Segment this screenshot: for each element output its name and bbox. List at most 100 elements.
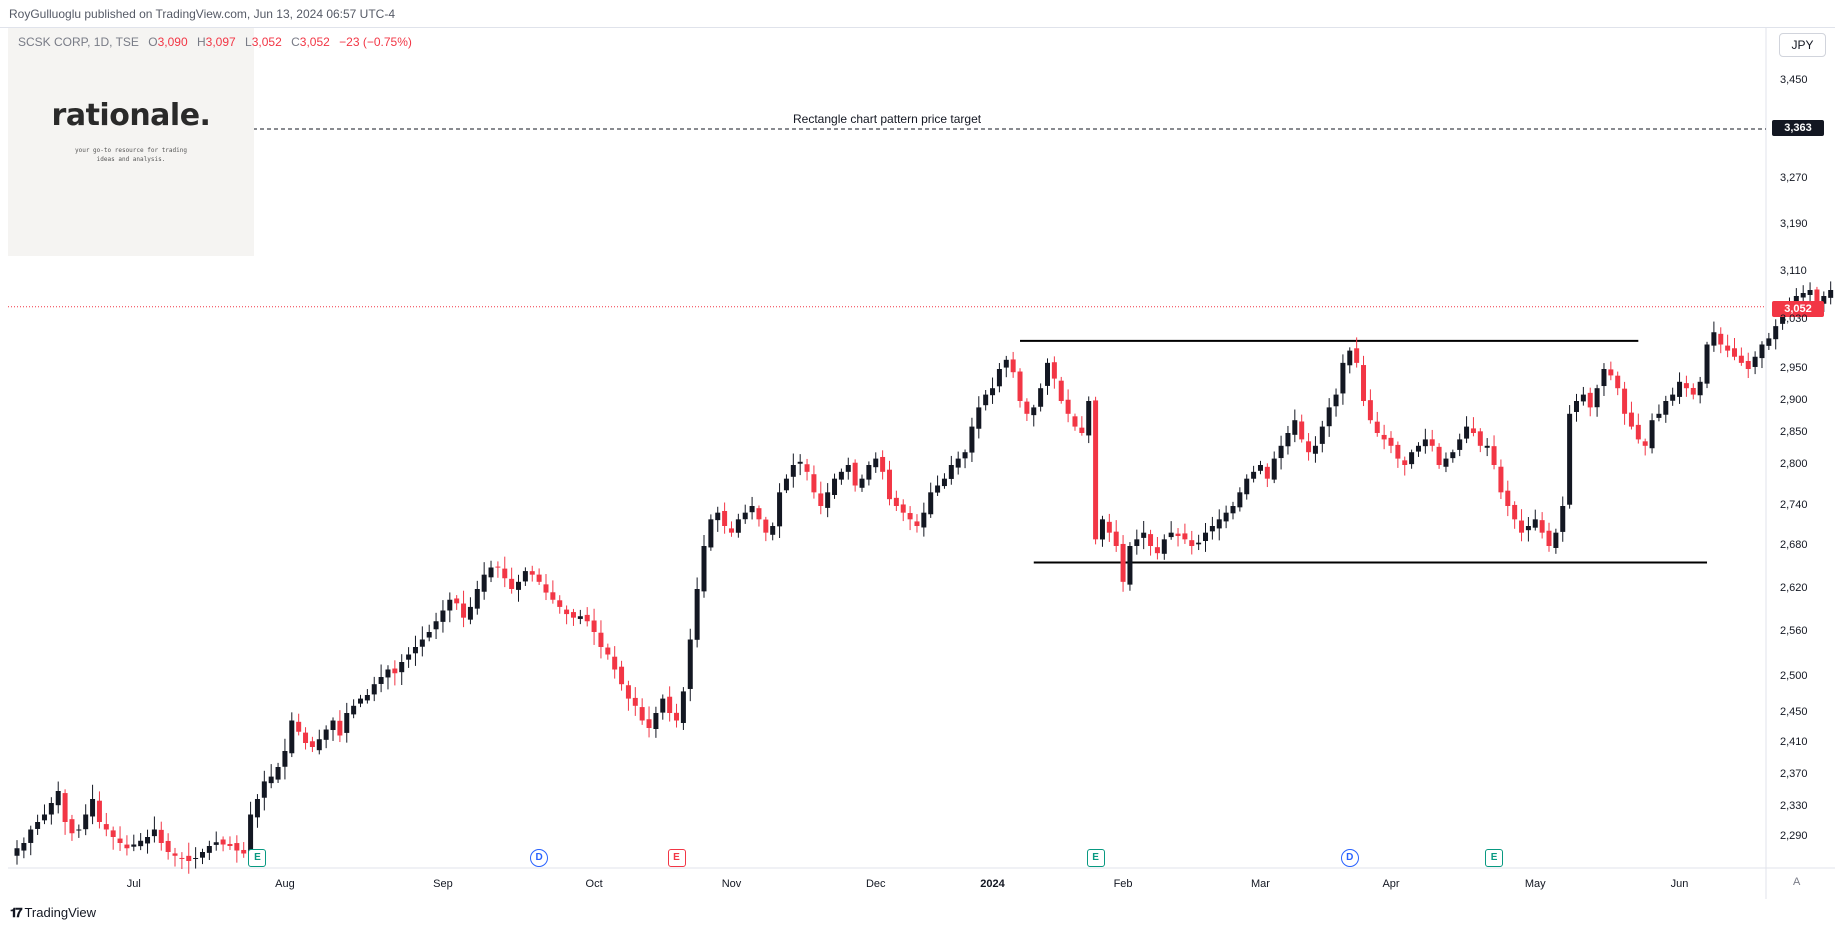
open-value: 3,090 [157,35,188,49]
candle-body [845,465,851,472]
candle-body [1230,506,1236,514]
candle-body [261,781,267,798]
candle-body [385,669,391,678]
candle-body [254,799,260,818]
candle-body [275,767,281,780]
candle-body [289,720,295,754]
candle-body [1615,375,1621,389]
low-label: L [245,35,252,49]
candle-body [797,461,803,464]
candle-body [1683,383,1689,389]
price-tick-label: 2,620 [1780,582,1808,594]
candle-body [1532,519,1538,528]
candle-body [1381,434,1387,440]
price-tick-label: 2,850 [1780,426,1808,438]
candle-body [426,632,432,638]
candle-body [1409,452,1415,465]
candle-body [1340,362,1346,394]
candle-body [1512,504,1518,520]
candle-body [1491,446,1497,465]
candle-body [21,843,27,851]
candle-body [557,600,563,607]
candle-body [1072,416,1078,427]
candle-body [770,526,776,535]
candle-body [674,712,680,721]
price-tick-label: 2,950 [1780,362,1808,374]
candle-body [667,696,673,713]
candle-body [680,691,686,723]
candle-body [921,512,927,528]
candle-body [715,512,721,521]
candle-body [69,819,75,834]
candle-body [1354,348,1360,363]
candle-body [1175,533,1181,536]
candle-body [1306,441,1312,453]
candle-body [1093,400,1099,540]
candle-body [756,508,762,520]
candle-body [914,521,920,526]
candle-body [1663,401,1669,415]
candle-body [1203,532,1209,542]
candle-body [1319,426,1325,444]
candle-body [612,656,618,670]
earnings-event-icon[interactable]: E [667,849,686,867]
candle-body [1642,441,1648,446]
candle-body [990,388,996,396]
candle-body [790,465,796,477]
candle-body [330,720,336,731]
candle-body [1828,290,1834,298]
candle-body [41,814,47,821]
candle-body [1257,465,1263,471]
candle-body [1505,490,1511,506]
chart-area[interactable] [8,27,1835,899]
currency-selector[interactable]: JPY [1779,33,1826,57]
time-tick-label: Apr [1382,878,1400,890]
candle-body [1800,293,1806,298]
price-chart[interactable] [8,27,1835,899]
candle-body [1065,399,1071,414]
candle-body [186,855,192,861]
tradingview-brand[interactable]: 𝟏𝟕 TradingView [10,905,96,921]
candle-body [83,814,89,830]
candle-body [983,394,989,406]
logo-wordmark: rationale. [51,98,211,133]
candle-body [818,493,824,506]
time-tick-label: 2024 [980,878,1005,890]
symbol-name[interactable]: SCSK CORP, 1D, TSE [18,35,139,49]
change-value: −23 (−0.75%) [339,35,412,49]
candle-body [996,369,1002,387]
candle-body [1484,445,1490,448]
candle-body [1285,433,1291,447]
candle-body [1223,512,1229,522]
candle-body [1580,394,1586,402]
earnings-event-icon[interactable]: E [1485,849,1504,867]
candle-body [481,574,487,592]
candle-body [1374,421,1380,433]
dividend-event-icon[interactable]: D [530,849,549,867]
candle-body [433,621,439,630]
candle-body [550,592,556,600]
candle-body [1553,532,1559,548]
candle-body [1154,547,1160,554]
symbol-legend[interactable]: SCSK CORP, 1D, TSE O3,090 H3,097 L3,052 … [18,35,412,49]
candle-body [1182,533,1188,540]
auto-scale-button[interactable]: A [1793,876,1801,888]
earnings-event-icon[interactable]: E [1086,849,1105,867]
candle-body [1127,546,1133,585]
open-label: O [148,35,158,49]
candle-body [1031,407,1037,416]
earnings-event-icon[interactable]: E [248,849,267,867]
candle-body [1216,519,1222,529]
price-tick-label: 3,270 [1780,172,1808,184]
candle-body [543,584,549,593]
dividend-event-icon[interactable]: D [1340,849,1359,867]
close-value: 3,052 [299,35,330,49]
candle-body [735,519,741,533]
candle-body [660,698,666,713]
candle-body [591,620,597,632]
candle-body [502,568,508,579]
candle-body [1807,290,1813,295]
candle-body [303,732,309,743]
candle-body [1312,445,1318,454]
candle-body [619,666,625,685]
